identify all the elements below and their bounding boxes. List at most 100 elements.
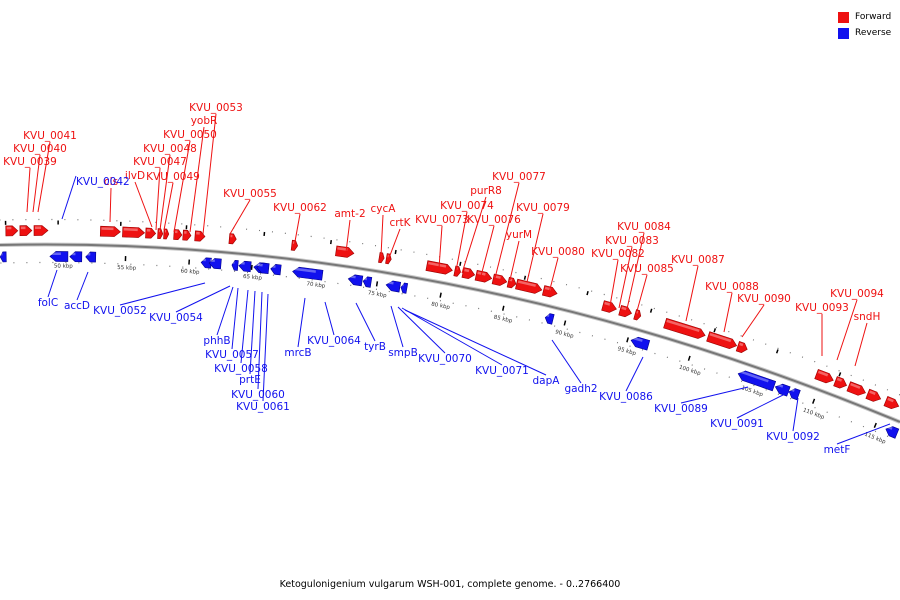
legend-item-reverse: Reverse [838, 25, 891, 41]
forward-gene [19, 225, 33, 236]
legend-swatch-reverse [838, 27, 849, 39]
forward-label-connector [854, 322, 868, 367]
forward-gene-label: KVU_0049 [146, 171, 200, 183]
reverse-label-connector [551, 339, 582, 384]
reverse-gene-label: KVU_0064 [307, 335, 361, 347]
forward-gene [833, 376, 848, 389]
forward-label-connector [609, 259, 619, 307]
forward-label-connector [189, 126, 205, 233]
reverse-gene [0, 251, 7, 263]
forward-label-connector [548, 257, 559, 294]
forward-label-connector [159, 154, 171, 231]
tick-label: 110 kbp [802, 407, 826, 421]
forward-gene [618, 304, 633, 318]
minor-tick [394, 249, 397, 255]
forward-label-connector [636, 274, 648, 312]
tick-mark [687, 355, 691, 361]
forward-label-connector [836, 299, 858, 361]
reverse-label-connector [390, 305, 404, 348]
reverse-label-connector [355, 302, 376, 342]
reverse-gene-label: gadh2 [564, 383, 597, 395]
tick-label: 65 kbp [243, 274, 263, 282]
forward-gene [883, 396, 900, 410]
forward-gene-label: ilvD [125, 170, 145, 182]
genome-backbone [0, 243, 900, 423]
minor-tick [713, 328, 717, 333]
reverse-gene-label: prtE [239, 374, 261, 386]
forward-gene-label: purR8 [470, 185, 502, 197]
forward-gene [601, 300, 617, 313]
reverse-gene-label: smpB [388, 347, 418, 359]
legend: Forward Reverse [838, 9, 891, 41]
minor-tick [649, 308, 653, 313]
tick-mark [501, 305, 505, 311]
forward-gene [228, 233, 237, 245]
forward-gene [145, 227, 157, 239]
forward-label-connector [155, 167, 161, 231]
tick-label: 90 kbp [554, 329, 574, 340]
reverse-gene-label: KVU_0092 [766, 431, 820, 443]
forward-label-connector [438, 225, 443, 269]
tick-mark [563, 320, 567, 326]
tick-label: 70 kbp [306, 281, 326, 289]
forward-gene-label: KVU_0041 [23, 130, 77, 142]
forward-gene-label: KVU_0073 [415, 214, 469, 226]
reverse-gene [85, 251, 97, 263]
forward-gene [506, 276, 517, 289]
forward-gene [173, 229, 183, 241]
legend-label-forward: Forward [855, 12, 892, 22]
reverse-label-connector [404, 309, 547, 376]
forward-gene [633, 309, 642, 321]
forward-gene [33, 225, 49, 236]
forward-gene-label: KVU_0083 [605, 235, 659, 247]
reverse-label-connector [297, 297, 306, 348]
forward-label-connector [494, 182, 520, 279]
reverse-label-connector [836, 423, 891, 445]
forward-label-connector [741, 304, 765, 338]
tick-label: 95 kbp [617, 346, 637, 357]
forward-gene [122, 226, 146, 238]
reverse-label-connector [47, 269, 58, 298]
forward-label-connector [685, 265, 699, 322]
tick-label: 55 kbp [117, 265, 137, 272]
forward-gene [474, 269, 493, 283]
forward-gene-label: yurM [506, 229, 532, 241]
forward-gene-label: KVU_0084 [617, 221, 671, 233]
reverse-gene-label: metF [824, 444, 851, 456]
forward-label-connector [163, 182, 174, 231]
reverse-label-connector [257, 291, 263, 390]
tick-label: 85 kbp [493, 315, 513, 325]
reverse-gene [231, 259, 239, 271]
forward-gene [335, 245, 355, 258]
tick-label: 75 kbp [367, 290, 387, 299]
tick-label: 105 kbp [740, 385, 764, 398]
tick-mark [812, 398, 816, 404]
forward-label-connector [345, 219, 351, 253]
reverse-label-connector [249, 290, 256, 375]
reverse-gene [49, 251, 69, 262]
reverse-gene [347, 274, 364, 287]
reverse-gene-label: KVU_0058 [214, 363, 268, 375]
forward-label-connector [229, 199, 251, 235]
forward-gene [385, 253, 392, 265]
reverse-gene [208, 258, 222, 270]
reverse-gene-label: tyrB [364, 341, 386, 353]
forward-gene [846, 381, 866, 396]
tick-mark [626, 337, 629, 343]
tick-label: 80 kbp [431, 302, 451, 312]
reverse-gene [788, 388, 801, 401]
reverse-label-connector [401, 307, 503, 366]
forward-gene [461, 267, 476, 280]
forward-label-connector [455, 211, 468, 272]
reverse-gene [270, 264, 282, 276]
reverse-label-connector [625, 356, 644, 392]
tick-mark [873, 422, 877, 428]
forward-gene-label: KVU_0093 [795, 302, 849, 314]
forward-label-connector [37, 141, 51, 213]
reverse-gene [630, 336, 651, 351]
reverse-gene-label: KVU_0042 [76, 176, 130, 188]
forward-gene [735, 341, 748, 354]
reverse-gene [256, 262, 270, 274]
forward-gene-label: KVU_0080 [531, 246, 585, 258]
reverse-label-connector [736, 391, 790, 419]
